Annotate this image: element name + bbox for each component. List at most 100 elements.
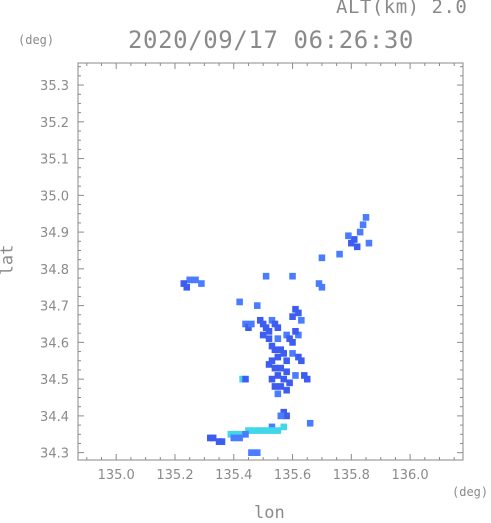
echo-cell (245, 324, 252, 332)
echo-cell (289, 339, 296, 346)
echo-cell (350, 236, 358, 243)
echo-cell (256, 316, 264, 324)
y-tick-label: 35.1 (40, 153, 69, 168)
echo-cell (274, 390, 282, 398)
echo-cell (271, 364, 279, 372)
echo-cell (268, 316, 276, 324)
echo-cell (280, 408, 287, 416)
echo-cell (289, 313, 296, 320)
echo-cell (236, 298, 243, 306)
echo-cell (251, 427, 258, 434)
echo-cell (254, 302, 261, 309)
echo-cell (248, 320, 255, 328)
echo-cell (283, 412, 290, 420)
echo-cell (289, 272, 296, 280)
echo-cell (268, 423, 276, 431)
echo-cell (277, 383, 285, 390)
x-tick-label: 135.0 (98, 468, 135, 483)
echo-cell (265, 328, 273, 335)
echo-cell (274, 353, 282, 361)
echo-cell (274, 324, 282, 332)
echo-cell (280, 350, 287, 357)
echo-cell (348, 239, 355, 247)
echo-cell (318, 254, 326, 262)
plot-frame (77, 62, 464, 461)
echo-cell (356, 228, 364, 236)
echo-cell (353, 243, 361, 251)
echo-cell (192, 276, 199, 284)
y-tick-label: 34.8 (40, 263, 69, 278)
echo-cell (277, 364, 285, 372)
echo-cell (277, 412, 285, 420)
axis-ticks: 135.0 135.2 135.4 135.6 135.8 136.0 34.3 34.4 34… (40, 63, 463, 483)
chart-title-datetime: 2020/09/17 06:26:30 (128, 26, 414, 54)
y-tick-label: 34.7 (40, 300, 69, 315)
echo-cell (301, 372, 308, 379)
echo-cell (262, 324, 270, 332)
echo-cell (256, 427, 264, 434)
echo-cell (365, 239, 373, 247)
echo-cell (315, 280, 323, 287)
echo-cell (198, 280, 205, 287)
echo-cell (218, 438, 226, 445)
x-tick-label: 136.0 (391, 468, 428, 483)
echo-cell (292, 305, 299, 313)
echo-cell (242, 320, 249, 328)
echo-cell (262, 272, 270, 280)
y-tick-label: 34.6 (40, 336, 69, 351)
echo-cell (259, 320, 267, 328)
y-tick-label: 35.0 (40, 189, 69, 204)
echo-cell (283, 368, 290, 376)
y-tick-label: 34.3 (40, 447, 69, 462)
echo-cell (283, 386, 290, 394)
echo-cells (180, 214, 373, 456)
x-axis-unit: (deg) (452, 485, 489, 499)
y-axis-unit: (deg) (18, 33, 55, 47)
echo-cell (292, 328, 299, 335)
echo-cell (271, 383, 279, 390)
echo-cell (286, 379, 293, 387)
echo-cell (318, 283, 326, 291)
echo-cell (262, 427, 270, 434)
echo-cell (180, 280, 188, 287)
echo-cell (274, 335, 282, 343)
echo-cell (295, 331, 302, 339)
echo-cell (336, 250, 343, 258)
echo-cell (245, 427, 252, 434)
echo-cell (248, 449, 255, 456)
echo-cell (271, 320, 279, 328)
echo-cell (286, 335, 293, 343)
echo-cell (271, 346, 279, 354)
echo-cell (242, 430, 249, 438)
echo-cell (303, 375, 311, 383)
echo-cell (283, 331, 290, 339)
echo-cell (209, 434, 217, 442)
echo-cell (277, 346, 285, 354)
echo-cell (274, 427, 282, 434)
echo-cell (268, 357, 276, 365)
echo-cell (289, 350, 296, 357)
x-axis-label: lon (254, 503, 285, 523)
y-tick-label: 35.3 (40, 79, 69, 94)
echo-cell (362, 214, 370, 221)
echo-cell (265, 335, 273, 343)
echo-cell (359, 221, 367, 229)
y-tick-label: 34.5 (40, 373, 69, 388)
echo-cell (230, 434, 238, 442)
echo-cell (283, 357, 290, 365)
echo-cell (298, 357, 305, 365)
echo-cell (268, 427, 276, 434)
echo-cell (186, 276, 193, 284)
echo-cell (233, 430, 240, 438)
echo-cell (298, 316, 305, 324)
echo-cell (292, 372, 299, 379)
echo-cell (274, 372, 282, 379)
echo-cell (280, 423, 287, 431)
echo-cell (268, 342, 276, 350)
x-tick-label: 135.8 (333, 468, 370, 483)
x-tick-label: 135.4 (215, 468, 252, 483)
echo-cell (183, 283, 191, 291)
echo-cell (306, 419, 314, 427)
y-tick-label: 34.4 (40, 410, 69, 425)
